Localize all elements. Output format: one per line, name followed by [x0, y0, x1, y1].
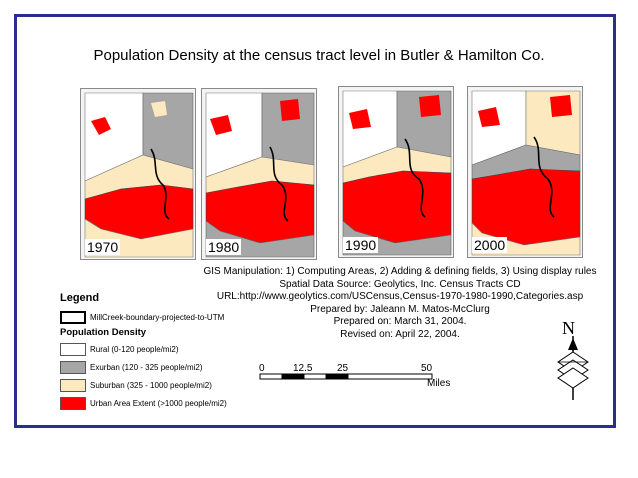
- metadata-line: URL:http://www.geolytics.com/USCensus,Ce…: [216, 291, 584, 303]
- legend-title: Legend: [60, 292, 100, 304]
- metadata-line: Prepared on: March 31, 2004.: [333, 316, 467, 328]
- legend-label: MillCreek-boundary-projected-to-UTM: [90, 312, 225, 322]
- population-density-title: Population Density: [60, 327, 147, 338]
- north-label: N: [562, 318, 575, 338]
- legend-label: Urban Area Extent (>1000 people/mi2): [90, 398, 227, 408]
- legend-item-suburban: Suburban (325 - 1000 people/mi2): [60, 376, 260, 394]
- legend-item-boundary: MillCreek-boundary-projected-to-UTM: [60, 308, 260, 326]
- map-year-label: 1980: [206, 239, 242, 255]
- census-tract-map: [471, 90, 581, 256]
- legend-item-urban: Urban Area Extent (>1000 people/mi2): [60, 394, 260, 412]
- census-tract-map: [342, 90, 452, 256]
- legend-swatch: [60, 378, 86, 392]
- scale-tick-0: 0: [259, 363, 265, 374]
- legend-label: Suburban (325 - 1000 people/mi2): [90, 380, 212, 390]
- legend-item-rural: Rural (0-120 people/mi2): [60, 340, 260, 358]
- legend-label: Rural (0-120 people/mi2): [90, 344, 179, 354]
- map-year-label: 2000: [472, 237, 508, 253]
- metadata-line: Revised on: April 22, 2004.: [340, 328, 460, 340]
- metadata-line: Prepared by: Jaleann M. Matos-McClurg: [310, 303, 490, 315]
- census-tract-map: [205, 92, 315, 258]
- map-panel-1970: 1970: [80, 88, 196, 260]
- legend-item-exurban: Exurban (120 - 325 people/mi2): [60, 358, 260, 376]
- boundary-swatch: [60, 310, 86, 324]
- legend-label: Exurban (120 - 325 people/mi2): [90, 362, 203, 372]
- scale-tick-12-5: 12.5: [293, 363, 313, 374]
- metadata-line: GIS Manipulation: 1) Computing Areas, 2)…: [203, 266, 597, 277]
- legend-swatch: [60, 396, 86, 410]
- scale-bar: 0 12.5 25 50 Miles: [259, 363, 450, 389]
- scale-tick-25: 25: [337, 363, 349, 374]
- legend-swatch: [60, 360, 86, 374]
- legend: Legend MillCreek-boundary-projected-to-U…: [60, 292, 260, 412]
- map-panel-1980: 1980: [201, 88, 317, 260]
- metadata-line: Spatial Data Source: Geolytics, Inc. Cen…: [279, 278, 521, 290]
- map-year-label: 1990: [343, 237, 379, 253]
- legend-swatch: [60, 342, 86, 356]
- map-panel-1990: 1990: [338, 86, 454, 258]
- scale-tick-50: 50: [421, 363, 433, 374]
- map-metadata: GIS Manipulation: 1) Computing Areas, 2)…: [180, 266, 620, 342]
- north-arrow-icon: N: [557, 318, 589, 400]
- scale-unit: Miles: [427, 378, 450, 389]
- map-year-label: 1970: [85, 239, 121, 255]
- map-title: Population Density at the census tract l…: [93, 47, 545, 64]
- census-tract-map: [84, 92, 194, 258]
- map-panel-2000: 2000: [467, 86, 583, 258]
